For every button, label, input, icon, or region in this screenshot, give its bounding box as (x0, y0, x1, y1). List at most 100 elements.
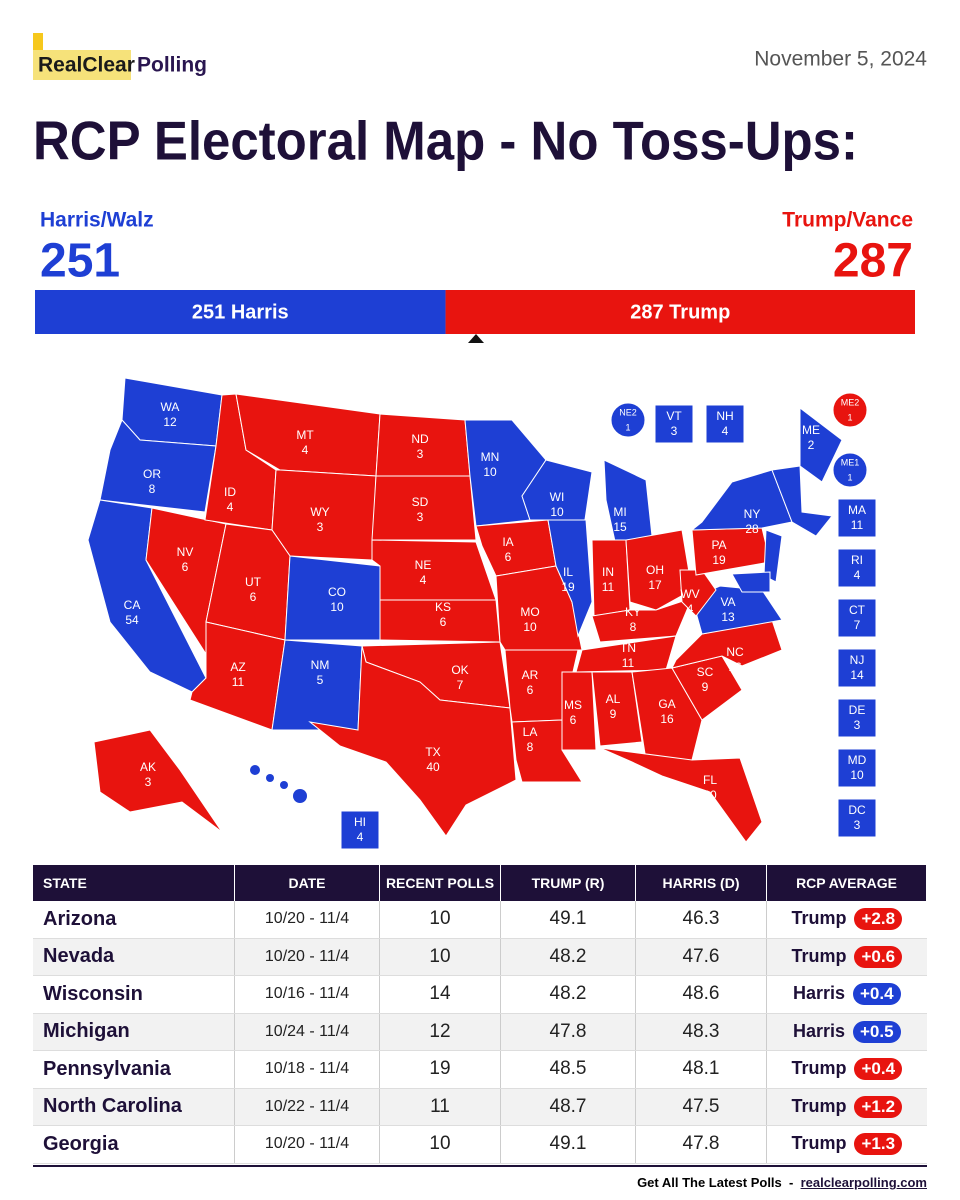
state-box (832, 452, 868, 488)
state-ev: 6 (440, 615, 447, 629)
state-box (837, 798, 877, 838)
trump-bar-label: 287 Trump (630, 301, 730, 323)
state-box (837, 598, 877, 638)
trump-pct: 48.2 (500, 975, 636, 1014)
state-shape (691, 585, 783, 635)
state-ev: 4 (854, 568, 861, 582)
date-range: 10/16 - 11/4 (234, 975, 380, 1014)
state-name: North Carolina (33, 1088, 235, 1126)
table-row: Nevada 10/20 - 11/4 10 48.2 47.6 Trump +0.6 (33, 938, 927, 976)
spread: +0.4 (852, 983, 901, 1006)
state-ev: 3 (417, 510, 424, 524)
state-abbr: NM (311, 658, 330, 672)
state-ev: 4 (227, 500, 234, 514)
date-range: 10/24 - 11/4 (234, 1013, 380, 1051)
harris-pct: 47.5 (635, 1088, 767, 1126)
harris-pct: 48.1 (635, 1050, 767, 1089)
trump-votes: 287 (833, 235, 913, 288)
state-box (837, 548, 877, 588)
state-ev: 28 (745, 522, 759, 536)
state-abbr: DC (848, 803, 866, 817)
footer-text: Get All The Latest Polls - (637, 1175, 801, 1190)
state-ev: 9 (702, 680, 709, 694)
state-abbr: MN (481, 450, 500, 464)
state-ev: 17 (648, 578, 662, 592)
state-abbr: AL (606, 692, 621, 706)
leader: Trump (791, 1133, 847, 1154)
state-abbr: GA (658, 697, 675, 711)
state-ev: 10 (330, 600, 344, 614)
harris-pct: 47.8 (635, 1125, 767, 1164)
state-shape (99, 419, 217, 513)
state-ev: 16 (728, 660, 742, 674)
state-ev: 6 (505, 550, 512, 564)
trump-pct: 48.2 (500, 938, 636, 976)
state-ev: 54 (125, 613, 139, 627)
state-ev: 1 (847, 412, 852, 422)
state-abbr: MO (520, 605, 539, 619)
rcp-average: Harris +0.5 (766, 1013, 927, 1051)
state-abbr: DE (849, 703, 866, 717)
state-abbr: FL (703, 773, 717, 787)
state-ev: 1 (625, 422, 630, 432)
state-abbr: IA (502, 535, 513, 549)
state-abbr: AK (140, 760, 156, 774)
state-abbr: WY (310, 505, 329, 519)
state-ev: 10 (550, 505, 564, 519)
state-ev: 19 (561, 580, 575, 594)
state-ev: 16 (660, 712, 674, 726)
state-box (705, 404, 745, 444)
state-shape (308, 645, 517, 837)
trump-name: Trump/Vance (782, 209, 913, 232)
island (280, 781, 288, 789)
state-ev: 8 (149, 482, 156, 496)
state-ev: 5 (317, 673, 324, 687)
state-ev: 3 (671, 424, 678, 438)
state-abbr: ND (411, 432, 429, 446)
trump-bar (445, 290, 915, 334)
state-abbr: OK (451, 663, 468, 677)
column-header: RCP AVERAGE (766, 865, 927, 901)
state-shape (603, 459, 653, 547)
trump-pct: 47.8 (500, 1013, 636, 1051)
state-shape (561, 671, 597, 751)
harris-votes: 251 (40, 235, 120, 288)
state-ev: 8 (630, 620, 637, 634)
state-ev: 3 (145, 775, 152, 789)
leader: Trump (791, 945, 847, 966)
state-box (837, 698, 877, 738)
state-ev: 14 (850, 668, 864, 682)
state-abbr: VA (720, 595, 735, 609)
island (250, 765, 260, 775)
date: November 5, 2024 (754, 48, 927, 71)
state-ev: 11 (232, 675, 245, 689)
state-ev: 8 (527, 740, 534, 754)
state-abbr: ME2 (841, 397, 860, 407)
state-name: Pennsylvania (33, 1050, 235, 1089)
harris-pct: 48.6 (635, 975, 767, 1014)
state-ev: 9 (610, 707, 617, 721)
footer-link[interactable]: realclearpolling.com (800, 1175, 927, 1190)
column-header: DATE (234, 865, 380, 901)
state-abbr: CA (124, 598, 141, 612)
state-ev: 1 (847, 472, 852, 482)
state-abbr: MS (564, 698, 582, 712)
state-shape (631, 667, 703, 761)
state-abbr: AZ (230, 660, 245, 674)
state-ev: 30 (703, 788, 717, 802)
state-abbr: NJ (850, 653, 865, 667)
state-abbr: NC (726, 645, 744, 659)
spread: +1.2 (854, 1095, 903, 1118)
state-abbr: NV (177, 545, 194, 559)
state-ev: 15 (613, 520, 627, 534)
column-header: RECENT POLLS (379, 865, 501, 901)
state-abbr: SC (697, 665, 714, 679)
state-abbr: NE (415, 558, 432, 572)
state-ev: 2 (808, 438, 815, 452)
state-ev: 3 (854, 718, 861, 732)
title: RCP Electoral Map - No Toss-Ups: (33, 110, 858, 172)
state-abbr: NY (744, 507, 761, 521)
state-shape (93, 729, 223, 833)
date-range: 10/20 - 11/4 (234, 938, 380, 976)
